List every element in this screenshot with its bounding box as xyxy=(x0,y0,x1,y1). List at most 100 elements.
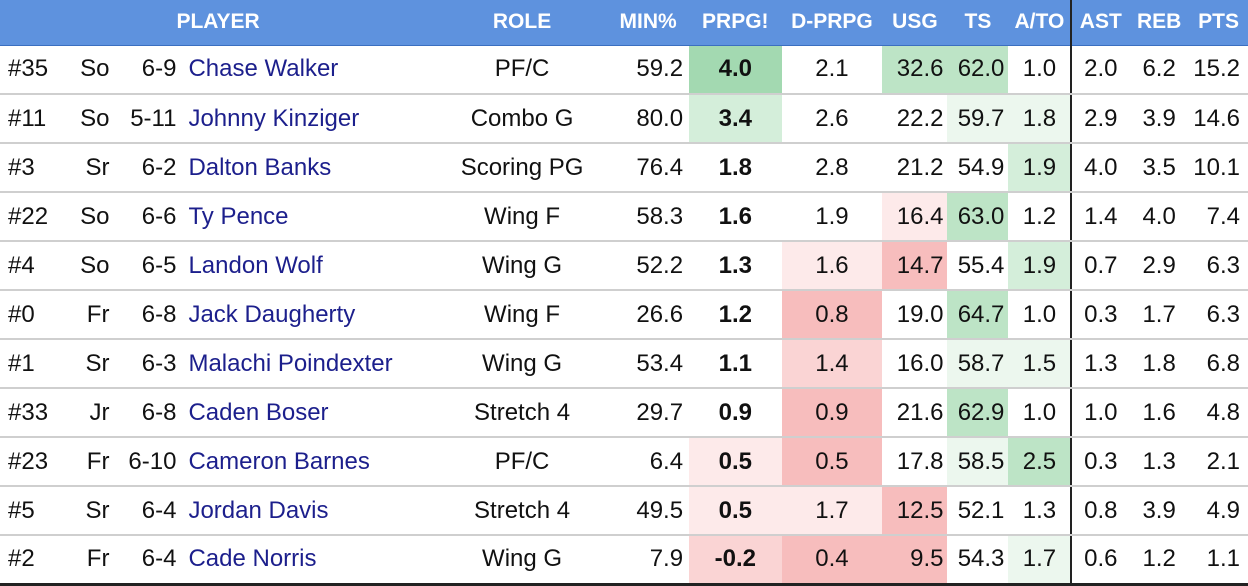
dprpg-value: 1.6 xyxy=(781,241,883,291)
ast-value: 0.3 xyxy=(1070,437,1130,487)
player-name-link[interactable]: Cade Norris xyxy=(188,545,317,573)
dprpg-value: 0.4 xyxy=(781,535,883,586)
player-role: PF/C xyxy=(436,45,608,95)
min-pct-value: 7.9 xyxy=(607,535,690,586)
ast-value: 1.3 xyxy=(1070,339,1130,389)
dprpg-value: 1.4 xyxy=(781,339,883,389)
ast-value: 1.4 xyxy=(1070,192,1130,242)
player-number: #23 xyxy=(0,437,61,487)
table-row: #3 Sr 6-2 Dalton Banks Scoring PG 76.4 1.8 2.8 2… xyxy=(0,143,1248,193)
player-class: Jr xyxy=(60,388,114,438)
player-role: Wing F xyxy=(436,192,608,242)
reb-value: 3.9 xyxy=(1129,94,1190,144)
ast-value: 1.0 xyxy=(1070,388,1130,438)
ts-value: 54.3 xyxy=(947,535,1009,586)
prpg-value: -0.2 xyxy=(689,535,782,586)
player-name: Caden Boser xyxy=(176,388,437,438)
player-name-link[interactable]: Johnny Kinziger xyxy=(188,104,360,132)
dprpg-value: 1.9 xyxy=(781,192,883,242)
player-name-link[interactable]: Cameron Barnes xyxy=(188,447,370,475)
dprpg-value: 0.8 xyxy=(781,290,883,340)
player-role: Wing F xyxy=(436,290,608,340)
header-role[interactable]: ROLE xyxy=(436,0,608,46)
ts-value: 62.0 xyxy=(947,45,1009,95)
player-name: Johnny Kinziger xyxy=(176,94,437,144)
min-pct-value: 80.0 xyxy=(607,94,690,144)
pts-value: 6.3 xyxy=(1189,290,1248,340)
header-ts[interactable]: TS xyxy=(947,0,1009,46)
player-height: 6-4 xyxy=(113,535,177,586)
ato-value: 1.5 xyxy=(1008,339,1072,389)
player-name-link[interactable]: Chase Walker xyxy=(188,55,339,83)
pts-value: 2.1 xyxy=(1189,437,1248,487)
usg-value: 9.5 xyxy=(882,535,948,586)
player-height: 5-11 xyxy=(113,94,177,144)
ts-value: 52.1 xyxy=(947,486,1009,536)
dprpg-value: 0.5 xyxy=(781,437,883,487)
header-player[interactable]: PLAYER xyxy=(176,0,437,46)
player-number: #0 xyxy=(0,290,61,340)
header-reb[interactable]: REB xyxy=(1129,0,1190,46)
player-class: Sr xyxy=(60,143,114,193)
ato-value: 2.5 xyxy=(1008,437,1072,487)
player-class: Sr xyxy=(60,339,114,389)
prpg-value: 0.9 xyxy=(689,388,782,438)
player-role: Wing G xyxy=(436,241,608,291)
player-number: #3 xyxy=(0,143,61,193)
ato-value: 1.0 xyxy=(1008,45,1072,95)
reb-value: 3.5 xyxy=(1129,143,1190,193)
table-row: #5 Sr 6-4 Jordan Davis Stretch 4 49.5 0.5 1.7 12… xyxy=(0,486,1248,536)
header-ato[interactable]: A/TO xyxy=(1008,0,1072,46)
player-name: Chase Walker xyxy=(176,45,437,95)
header-ast[interactable]: AST xyxy=(1070,0,1130,46)
player-name: Malachi Poindexter xyxy=(176,339,437,389)
header-min[interactable]: MIN% xyxy=(607,0,690,46)
ts-value: 62.9 xyxy=(947,388,1009,438)
player-class: So xyxy=(60,241,114,291)
player-number: #5 xyxy=(0,486,61,536)
ast-value: 2.0 xyxy=(1070,45,1130,95)
player-class: So xyxy=(60,94,114,144)
player-name-link[interactable]: Jack Daugherty xyxy=(188,300,356,328)
player-number: #22 xyxy=(0,192,61,242)
min-pct-value: 6.4 xyxy=(607,437,690,487)
player-name-link[interactable]: Ty Pence xyxy=(188,202,289,230)
player-class: So xyxy=(60,192,114,242)
dprpg-value: 2.6 xyxy=(781,94,883,144)
pts-value: 6.8 xyxy=(1189,339,1248,389)
header-prpg[interactable]: PRPG! xyxy=(689,0,782,46)
prpg-value: 1.2 xyxy=(689,290,782,340)
header-pts[interactable]: PTS xyxy=(1189,0,1248,46)
table-body: #35 So 6-9 Chase Walker PF/C 59.2 4.0 2.1 32.6 62… xyxy=(0,45,1248,586)
reb-value: 1.2 xyxy=(1129,535,1190,586)
dprpg-value: 0.9 xyxy=(781,388,883,438)
player-class: Fr xyxy=(60,535,114,586)
prpg-value: 0.5 xyxy=(689,437,782,487)
pts-value: 10.1 xyxy=(1189,143,1248,193)
usg-value: 22.2 xyxy=(882,94,948,144)
header-dprpg[interactable]: D-PRPG xyxy=(781,0,883,46)
min-pct-value: 52.2 xyxy=(607,241,690,291)
player-height: 6-2 xyxy=(113,143,177,193)
player-name-link[interactable]: Malachi Poindexter xyxy=(188,349,393,377)
prpg-value: 4.0 xyxy=(689,45,782,95)
header-row: PLAYER ROLE MIN% PRPG! D-PRPG USG TS A/T… xyxy=(0,0,1248,46)
player-name-link[interactable]: Landon Wolf xyxy=(188,251,323,279)
player-height: 6-5 xyxy=(113,241,177,291)
min-pct-value: 29.7 xyxy=(607,388,690,438)
player-height: 6-6 xyxy=(113,192,177,242)
player-height: 6-8 xyxy=(113,290,177,340)
pts-value: 1.1 xyxy=(1189,535,1248,586)
player-height: 6-4 xyxy=(113,486,177,536)
usg-value: 17.8 xyxy=(882,437,948,487)
player-name-link[interactable]: Dalton Banks xyxy=(188,153,332,181)
table-row: #22 So 6-6 Ty Pence Wing F 58.3 1.6 1.9 16.4 63.0… xyxy=(0,192,1248,242)
prpg-value: 1.6 xyxy=(689,192,782,242)
header-usg[interactable]: USG xyxy=(882,0,948,46)
table-row: #35 So 6-9 Chase Walker PF/C 59.2 4.0 2.1 32.6 62… xyxy=(0,45,1248,95)
player-name-link[interactable]: Caden Boser xyxy=(188,398,329,426)
player-class: So xyxy=(60,45,114,95)
player-name-link[interactable]: Jordan Davis xyxy=(188,496,329,524)
reb-value: 4.0 xyxy=(1129,192,1190,242)
